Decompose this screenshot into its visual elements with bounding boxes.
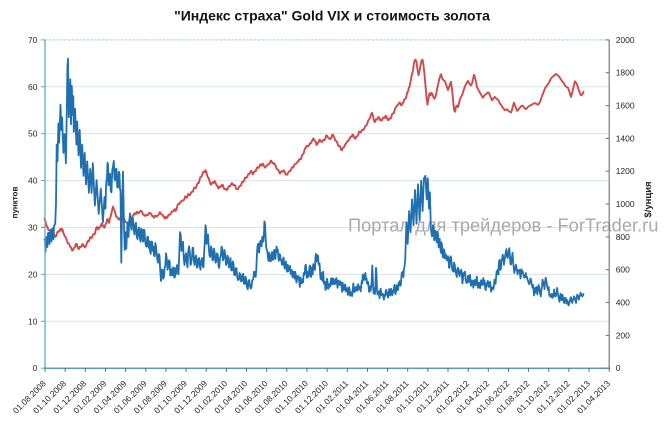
- svg-text:600: 600: [616, 265, 630, 275]
- svg-text:70: 70: [28, 35, 38, 45]
- svg-text:20: 20: [28, 269, 38, 279]
- svg-text:60: 60: [28, 82, 38, 92]
- svg-text:1400: 1400: [616, 133, 635, 143]
- svg-text:1000: 1000: [616, 199, 635, 209]
- svg-text:0: 0: [33, 363, 38, 373]
- svg-text:800: 800: [616, 232, 630, 242]
- svg-text:30: 30: [28, 223, 38, 233]
- svg-text:$/унция: $/унция: [643, 181, 654, 217]
- svg-text:1200: 1200: [616, 166, 635, 176]
- svg-text:2000: 2000: [616, 35, 635, 45]
- svg-text:0: 0: [616, 363, 621, 373]
- svg-text:40: 40: [28, 176, 38, 186]
- svg-text:пунктов: пунктов: [10, 187, 19, 219]
- svg-text:400: 400: [616, 298, 630, 308]
- svg-text:1800: 1800: [616, 68, 635, 78]
- svg-text:200: 200: [616, 330, 630, 340]
- svg-text:10: 10: [28, 316, 38, 326]
- svg-text:Портал для трейдеров - ForTrad: Портал для трейдеров - ForTrader.ru: [348, 215, 658, 236]
- svg-text:1600: 1600: [616, 101, 635, 111]
- svg-text:50: 50: [28, 129, 38, 139]
- svg-text:"Индекс страха" Gold VIX и сто: "Индекс страха" Gold VIX и стоимость зол…: [174, 8, 490, 24]
